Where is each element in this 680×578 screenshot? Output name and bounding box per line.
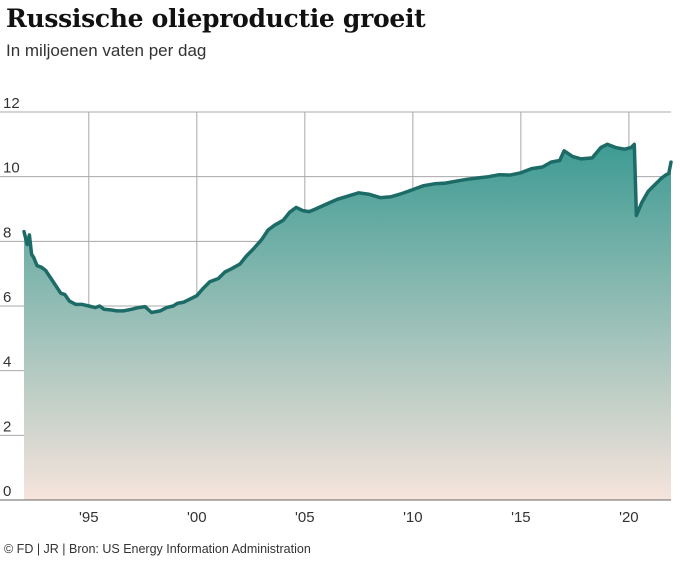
tick-labels: 0 2 4 6 8 10 12 '95 '00 '05 '10 '15 '20 [3,95,639,526]
series-line [22,142,673,315]
x-tick-label: '00 [187,509,207,526]
x-tick-label: '15 [511,509,531,526]
source-note: © FD | JR | Bron: US Energy Information … [4,542,311,556]
area-chart: 0 2 4 6 8 10 12 '95 '00 '05 '10 '15 '20 [0,95,673,526]
chart-title: Russische olieproductie groeit [6,4,426,33]
x-tick-label: '10 [403,509,423,526]
x-tick-label: '20 [619,509,639,526]
y-tick-label: 0 [3,483,11,500]
x-tick-label: '95 [79,509,99,526]
series-area-fill [24,144,671,501]
y-tick-label: 10 [3,160,20,177]
y-tick-label: 4 [3,354,11,371]
y-tick-label: 8 [3,224,11,241]
x-tick-label: '05 [295,509,315,526]
y-tick-label: 12 [3,95,20,112]
chart-subtitle: In miljoenen vaten per dag [6,41,207,60]
y-tick-label: 2 [3,418,11,435]
y-tick-label: 6 [3,289,11,306]
